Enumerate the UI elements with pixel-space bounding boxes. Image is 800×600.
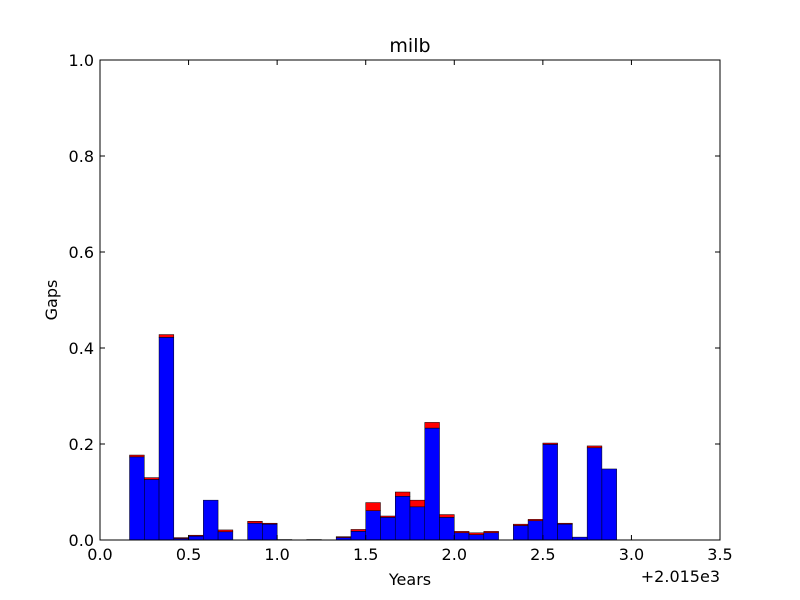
bar-base-segment	[454, 532, 470, 541]
bar-base-segment	[365, 510, 381, 541]
bar-base-segment	[513, 525, 529, 541]
x-axis-offset-label: +2.015e3	[641, 567, 720, 586]
x-tick-label: 3.5	[707, 545, 732, 564]
bar-base-segment	[483, 532, 499, 541]
bar-base-segment	[380, 517, 396, 541]
bar-base-segment	[409, 506, 426, 541]
chart-title: milb	[389, 35, 430, 57]
x-tick-label: 2.0	[442, 545, 467, 564]
y-tick-label: 0.0	[69, 531, 94, 550]
bar-top-segment	[217, 529, 234, 533]
x-axis-label: Years	[388, 570, 431, 589]
bar-base-segment	[158, 337, 175, 541]
bar-base-segment	[144, 479, 160, 541]
bar-base-segment	[439, 517, 455, 541]
bar-base-segment	[542, 444, 558, 541]
bar-base-segment	[262, 523, 278, 541]
bar-top-segment	[394, 491, 411, 497]
y-axis-label: Gaps	[42, 280, 61, 321]
y-tick-label: 0.6	[69, 243, 94, 262]
y-tick-label: 0.2	[69, 435, 94, 454]
y-tick-label: 0.4	[69, 339, 94, 358]
bar-top-segment	[247, 521, 263, 524]
x-tick-label: 3.0	[619, 545, 644, 564]
x-tick-label: 1.0	[264, 545, 289, 564]
y-tick-label: 0.8	[69, 147, 94, 166]
plot-frame	[99, 59, 721, 541]
bar-top-segment	[144, 477, 160, 480]
x-tick-label: 0.5	[176, 545, 201, 564]
bar-base-segment	[586, 447, 603, 541]
bar-top-segment	[586, 445, 603, 449]
bar-top-segment	[439, 514, 455, 518]
bar-base-segment	[188, 535, 204, 541]
bar-top-segment	[468, 532, 485, 535]
bar-base-segment	[601, 468, 617, 541]
bar-base-segment	[424, 427, 440, 541]
bar-base-segment	[527, 520, 544, 541]
bar-base-segment	[394, 496, 411, 541]
bar-base-segment	[203, 499, 219, 541]
bar-base-segment	[247, 522, 263, 541]
y-tick-label: 1.0	[69, 51, 94, 70]
bars-group	[129, 334, 617, 541]
y-axis-ticks: 0.0 0.2 0.4 0.6 0.8 1.0	[69, 51, 720, 550]
bar-base-segment	[350, 531, 366, 541]
x-tick-label: 1.5	[353, 545, 378, 564]
bar-base-segment	[468, 534, 485, 541]
bar-base-segment	[217, 531, 234, 541]
bar-top-segment	[129, 454, 145, 458]
bar-top-segment	[158, 334, 175, 338]
bar-base-segment	[129, 456, 145, 541]
bar-base-segment	[557, 523, 573, 541]
bar-top-segment	[424, 422, 440, 429]
bar-top-segment	[365, 502, 381, 511]
bar-top-segment	[350, 529, 366, 532]
x-tick-label: 0.0	[87, 545, 112, 564]
bar-top-segment	[409, 499, 426, 508]
x-axis-ticks: 0.0 0.5 1.0 1.5 2.0 2.5 3.0 3.5	[87, 60, 733, 564]
x-tick-label: 2.5	[530, 545, 555, 564]
